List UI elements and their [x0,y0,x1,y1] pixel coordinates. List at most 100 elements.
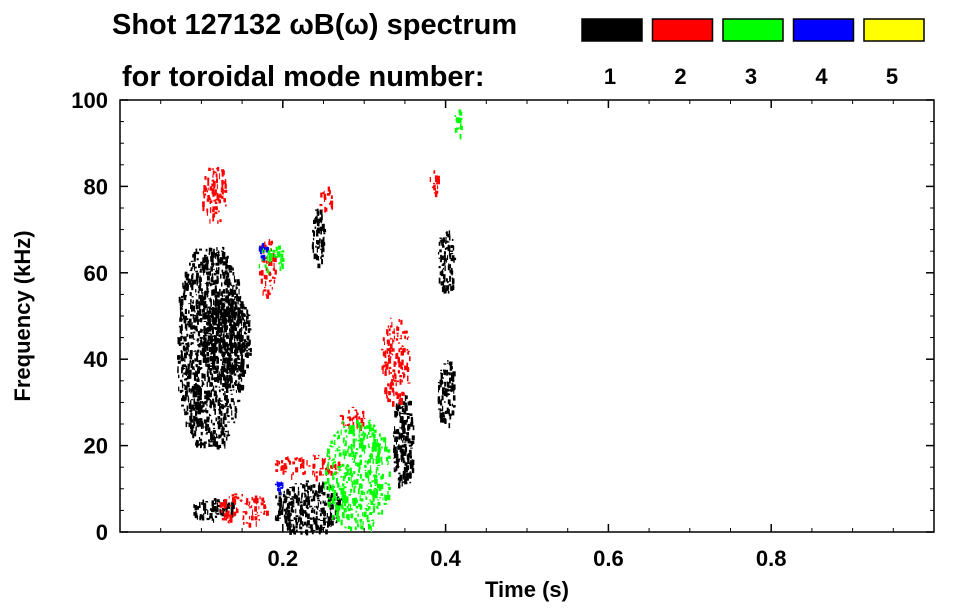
spectrum-point [196,305,199,310]
spectrum-point [332,484,334,490]
spectrum-point [448,263,450,268]
spectrum-point [230,352,232,358]
spectrum-point [241,494,243,497]
spectrum-point [309,517,313,520]
spectrum-point [351,450,354,455]
spectrum-point [212,261,214,268]
spectrum-point [388,328,391,332]
spectrum-point [356,423,359,429]
spectrum-point [205,359,207,363]
spectrum-point [321,209,323,212]
spectrum-point [181,319,184,321]
spectrum-point [320,492,324,494]
spectrum-point [265,275,268,280]
spectrum-point [321,458,323,462]
spectrum-point [190,283,193,288]
region-mode-1-5 [393,395,415,489]
spectrum-point [195,294,198,296]
spectrum-point [225,258,228,262]
spectrum-point [221,195,224,199]
spectrum-point [200,421,204,428]
spectrum-point [275,495,278,499]
spectrum-point [206,371,209,377]
spectrum-point [444,388,448,394]
spectrum-point [220,380,222,385]
spectrum-point [231,514,234,518]
spectrum-point [454,128,456,133]
spectrum-point [371,432,375,437]
spectrum-point [373,489,376,494]
spectrum-point [206,416,210,423]
spectrum-point [274,269,277,275]
spectrum-point [207,195,209,199]
spectrum-point [401,481,403,487]
spectrum-point [288,522,291,527]
spectrum-point [207,295,209,297]
spectrum-point [434,192,438,198]
spectrum-point [196,360,199,363]
spectrum-point [241,351,243,357]
spectrum-point [305,504,309,509]
spectrum-point [211,273,214,277]
spectrum-point [226,358,229,360]
spectrum-point [223,405,226,408]
spectrum-point [227,415,230,418]
spectrum-point [387,449,390,453]
spectrum-point [271,253,274,258]
spectrum-point [204,283,207,285]
spectrum-point [335,496,337,501]
spectrum-point [228,271,233,273]
spectrum-point [210,362,213,364]
spectrum-point [446,281,449,284]
spectrum-point [203,313,207,316]
spectrum-point [230,284,232,287]
spectrum-point [319,501,322,505]
spectrum-point [404,428,406,434]
spectrum-point [344,450,347,456]
spectrum-point [189,334,192,339]
spectrum-point [180,354,183,360]
spectrum-point [235,389,237,393]
spectrum-point [315,457,319,460]
spectrum-point [207,424,210,428]
spectrum-point [327,520,330,527]
region-mode-1-6 [438,230,457,294]
spectrum-point [181,308,183,310]
spectrum-point [394,436,397,442]
spectrum-point [191,274,194,279]
spectrum-point [313,219,316,224]
spectrum-point [222,364,226,366]
spectrum-point [351,406,355,408]
spectrum-point [218,330,222,333]
spectrum-point [216,368,219,373]
spectrum-point [225,204,227,207]
spectrum-point [211,179,215,182]
spectrum-point [340,485,342,488]
spectrum-point [328,452,330,455]
spectrum-point [349,452,352,455]
spectrum-point [342,491,347,495]
spectrum-point [296,457,299,460]
spectrum-point [449,377,453,381]
spectrum-point [405,465,410,471]
spectrum-point [230,512,233,515]
spectrum-point [408,368,410,370]
spectrum-point [393,376,395,381]
spectrum-point [301,463,303,466]
spectrum-point [215,310,219,315]
spectrum-point [196,355,199,361]
spectrum-point [356,462,360,467]
spectrum-point [199,423,202,427]
spectrum-point [338,504,341,507]
spectrum-point [401,481,405,483]
spectrum-point [289,461,292,465]
spectrum-point [292,499,295,505]
spectrum-point [217,313,220,319]
spectrum-point [335,522,338,524]
spectrum-point [219,299,222,306]
spectrum-point [320,514,323,516]
spectrum-point [393,461,397,464]
spectrum-point [225,398,229,403]
spectrum-point [390,381,393,385]
spectrum-point [338,487,342,491]
